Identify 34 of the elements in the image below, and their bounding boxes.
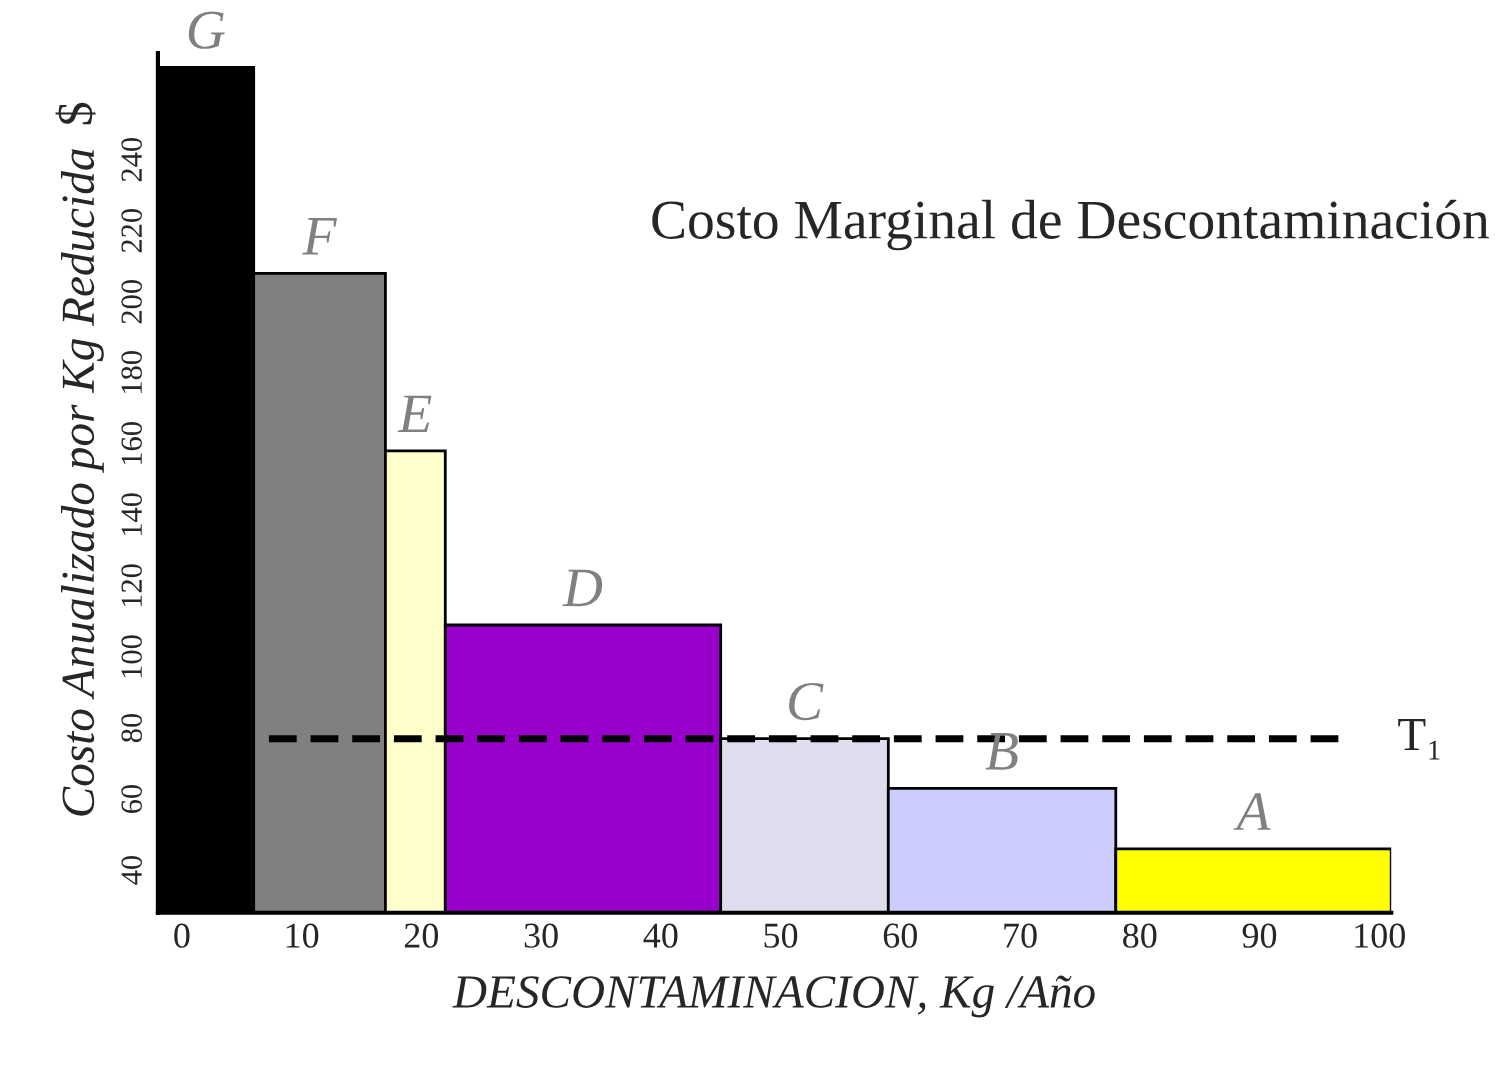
x-tick-label: 20 [404, 923, 439, 948]
x-tick-label: 0 [174, 923, 190, 948]
annotation: Costo Marginal de Descontaminación [652, 199, 1489, 251]
y-tick-label: 240 [121, 137, 142, 182]
y-tick-label: 120 [121, 564, 142, 607]
y-tick-label: 220 [121, 208, 142, 253]
y-tick-label: 80 [121, 713, 142, 743]
y-tick-label: 60 [121, 784, 142, 814]
x-tick-label: 50 [764, 923, 798, 948]
annotation: C [789, 682, 824, 721]
x-tick-label: 80 [1123, 923, 1157, 948]
y-tick-label: 140 [121, 493, 142, 536]
y-tick-label: 200 [121, 280, 142, 324]
annotation: B [985, 733, 1018, 770]
y-tick-label: 100 [121, 635, 142, 678]
x-tick-label: 10 [286, 923, 319, 948]
annotation: E [397, 395, 432, 433]
y-axis-title: Costo Anualizado por Kg Reducida [61, 149, 104, 816]
y-tick-label: 180 [121, 351, 142, 394]
annotation: A [1233, 793, 1271, 830]
x-tick-label: 90 [1242, 923, 1277, 948]
annotation: F [302, 218, 337, 255]
annotation: G [188, 11, 225, 49]
text: $ [55, 102, 96, 125]
x-tick-label: 60 [883, 923, 917, 948]
x-tick-label: 100 [1355, 923, 1405, 948]
ref-line-label: T₁ [1398, 719, 1440, 760]
y-tick-label: 160 [121, 422, 142, 465]
x-tick-label: 30 [524, 923, 558, 948]
annotation: D [562, 569, 603, 607]
x-tick-label: 40 [643, 923, 678, 948]
x-axis-title: DESCONTAMINACION, Kg /Año [452, 975, 1095, 1018]
y-tick-label: 40 [121, 855, 142, 885]
x-tick-label: 70 [1004, 923, 1037, 948]
